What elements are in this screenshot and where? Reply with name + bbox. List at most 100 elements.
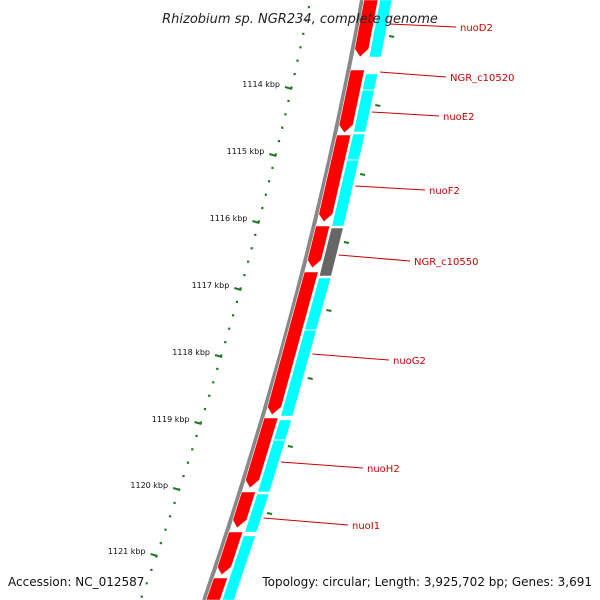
right-tick	[266, 512, 273, 515]
minor-tick-dot	[173, 501, 176, 504]
minor-tick-dot	[228, 327, 231, 330]
minor-tick-dots	[140, 6, 310, 598]
minor-tick-dot	[239, 287, 242, 290]
cds-arrow	[232, 491, 257, 529]
feature-tracks	[205, 0, 393, 600]
gene-label: NGR_c10520	[450, 73, 515, 84]
gene-label: nuoD2	[460, 23, 493, 34]
tick-label: 1118 kbp	[172, 348, 210, 357]
kbp-tick	[234, 287, 242, 291]
gene-leader-line	[389, 23, 457, 28]
minor-tick-dot	[277, 140, 281, 143]
minor-tick-dot	[247, 260, 250, 263]
map-title: Rhizobium sp. NGR234, complete genome	[162, 12, 438, 27]
minor-tick-dot	[224, 341, 227, 344]
right-tick	[359, 173, 366, 176]
cds-arrow	[205, 577, 229, 600]
minor-tick-dot	[140, 595, 143, 598]
minor-tick-dot	[145, 582, 148, 585]
minor-tick-dot	[164, 528, 167, 531]
minor-tick-dot	[250, 247, 253, 250]
minor-tick-dot	[169, 515, 172, 518]
cds-arrow	[318, 134, 352, 223]
cds-arrow	[307, 225, 331, 269]
tick-label: 1117 kbp	[192, 281, 230, 290]
minor-tick-dot	[261, 207, 264, 210]
minor-tick-dot	[296, 59, 299, 62]
gene-label: nuoH2	[367, 464, 400, 475]
kbp-tick	[269, 153, 277, 157]
feature-block	[257, 419, 293, 493]
gene-leader-line	[371, 111, 440, 117]
gene-leader-line	[263, 517, 349, 526]
minor-tick-dot	[305, 19, 308, 22]
right-tick	[343, 241, 350, 244]
tick-label: 1115 kbp	[227, 147, 265, 156]
minor-tick-dot	[271, 166, 274, 169]
minor-tick-dot	[290, 86, 293, 89]
right-tick	[389, 35, 395, 38]
topology-text: Topology: circular; Length: 3,925,702 bp…	[261, 575, 592, 589]
gene-label: nuoE2	[443, 112, 474, 123]
minor-tick-dot	[293, 73, 296, 76]
minor-tick-dot	[150, 568, 153, 571]
minor-tick-dot	[208, 394, 211, 397]
minor-tick-dot	[216, 367, 219, 370]
gene-label: nuoG2	[393, 356, 426, 367]
minor-tick-dot	[274, 153, 277, 156]
minor-tick-dot	[264, 193, 267, 196]
kbp-tick	[252, 220, 260, 224]
backbone-ring	[202, 0, 364, 600]
backbone-line	[202, 0, 364, 600]
minor-tick-dot	[203, 408, 207, 411]
minor-tick-dot	[186, 461, 189, 464]
minor-tick-dot	[220, 354, 223, 357]
gene-label: nuoF2	[429, 186, 460, 197]
kbp-tick	[150, 553, 158, 557]
kbp-tick	[194, 421, 202, 425]
minor-tick-dot	[232, 314, 235, 317]
minor-tick-dot	[284, 113, 287, 116]
tick-label: 1119 kbp	[152, 415, 190, 424]
gene-leader-line	[380, 71, 447, 78]
feature-block	[368, 0, 393, 58]
minor-tick-dot	[191, 448, 194, 451]
gene-label: NGR_c10550	[414, 257, 479, 268]
cds-arrow	[216, 531, 244, 576]
minor-tick-dot	[257, 220, 260, 223]
feature-block	[244, 493, 270, 533]
cds-arrow	[245, 417, 279, 489]
minor-tick-dot	[159, 542, 162, 545]
minor-tick-dot	[268, 180, 271, 183]
accession-text: Accession: NC_012587	[8, 575, 144, 589]
tick-label: 1114 kbp	[242, 80, 280, 89]
tick-label: 1121 kbp	[108, 547, 146, 556]
minor-tick-dot	[254, 233, 257, 236]
feature-block	[221, 535, 256, 600]
gene-leader-line	[312, 353, 390, 361]
kbp-tick	[172, 487, 181, 491]
minor-tick-dot	[212, 381, 215, 384]
gene-labels: nuoD2 NGR_c10520 nuoE2 nuoF2 NGR_c10550 nuoG2…	[263, 23, 515, 532]
right-tick	[326, 309, 332, 312]
feature-block	[353, 73, 379, 133]
cds-arrow	[338, 69, 365, 134]
minor-tick-dot	[182, 475, 185, 478]
kbp-tick	[214, 354, 223, 358]
minor-tick-dot	[199, 421, 202, 424]
minor-tick-dot	[235, 300, 238, 303]
right-tick	[375, 104, 381, 107]
gene-leader-line	[338, 254, 411, 262]
right-tick	[287, 445, 293, 448]
cds-arrow	[267, 271, 319, 416]
feature-block	[331, 133, 366, 227]
tick-label: 1120 kbp	[130, 481, 168, 490]
minor-tick-dot	[281, 126, 284, 129]
minor-tick-dot	[195, 434, 198, 437]
gene-leader-line	[280, 461, 364, 469]
other-feature	[318, 227, 344, 277]
minor-tick-dot	[287, 99, 290, 102]
right-tick	[307, 377, 313, 380]
